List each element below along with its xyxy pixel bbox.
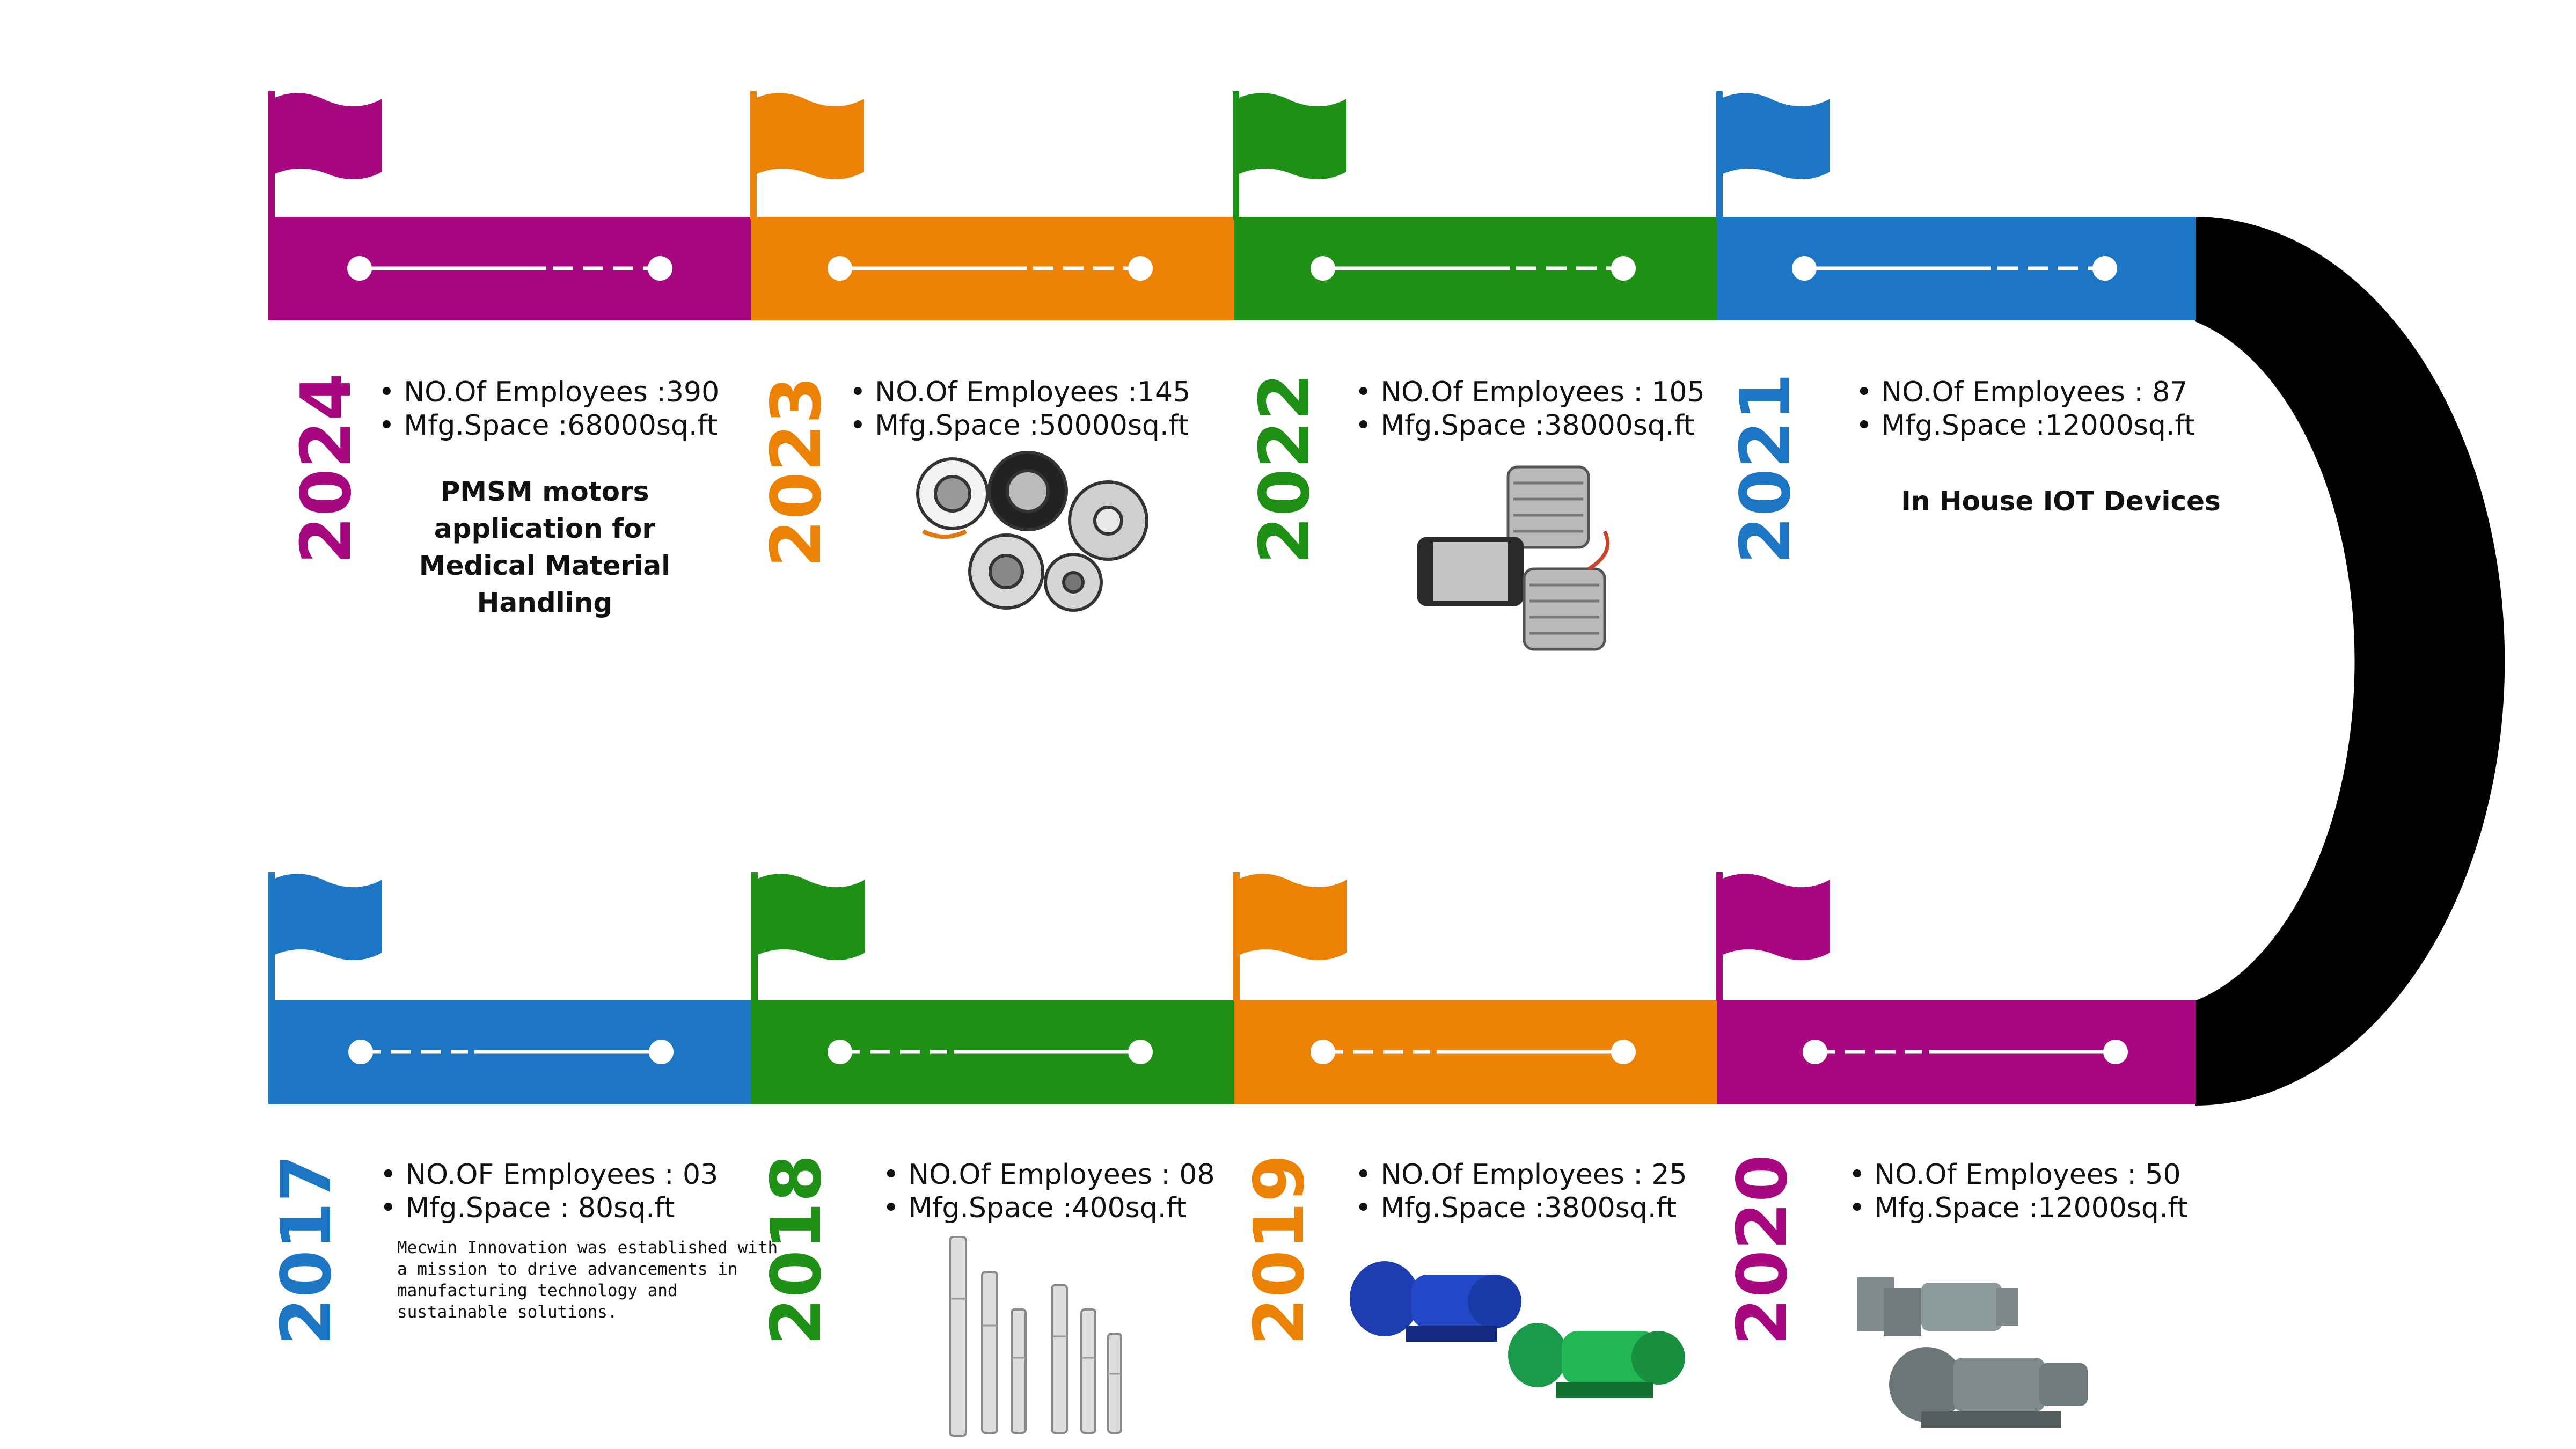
track-line-icon — [348, 1040, 674, 1064]
monoblock-pumps-image — [1350, 1261, 1685, 1398]
milestone-note: In House IOT Devices — [1901, 486, 2221, 517]
employees-count: NO.Of Employees : 50 — [1849, 1158, 2188, 1191]
hub-motors-image — [916, 451, 1148, 612]
mfg-space: Mfg.Space :38000sq.ft — [1355, 409, 1705, 442]
employees-count: NO.OF Employees : 03 — [380, 1158, 718, 1191]
year-label: 2024 — [287, 372, 367, 565]
track-line-icon — [1311, 1040, 1636, 1064]
year-label: 2022 — [1245, 372, 1325, 565]
milestone-note: Mecwin Innovation was established with a… — [397, 1238, 778, 1322]
flag-icon — [268, 872, 382, 1001]
flag-icon — [1233, 872, 1347, 1001]
flag-icon — [1716, 91, 1830, 220]
centrifugal-pumps-image — [1857, 1277, 2088, 1428]
track-line-icon — [1803, 1040, 2128, 1064]
mfg-space: Mfg.Space :12000sq.ft — [1849, 1191, 2188, 1225]
year-label: 2023 — [757, 376, 837, 568]
flag-icon — [268, 91, 382, 220]
flag-icon — [751, 872, 865, 1001]
stats-list: NO.Of Employees : 87 Mfg.Space :12000sq.… — [1856, 376, 2195, 442]
stats-list: NO.Of Employees : 105 Mfg.Space :38000sq… — [1355, 376, 1705, 442]
connector-arc-shape — [2195, 217, 2505, 1106]
flag-icon — [1233, 91, 1346, 220]
year-label: 2019 — [1240, 1154, 1320, 1346]
flag-icon — [750, 91, 864, 220]
stats-list: NO.Of Employees :145 Mfg.Space :50000sq.… — [850, 376, 1190, 442]
year-label: 2018 — [757, 1154, 837, 1346]
employees-count: NO.Of Employees :145 — [850, 376, 1190, 409]
year-label: 2021 — [1726, 372, 1806, 565]
employees-count: NO.Of Employees :390 — [378, 376, 719, 409]
track-line-icon — [1792, 256, 2117, 281]
milestone-note: PMSM motors application for Medical Mate… — [419, 476, 671, 618]
stats-list: NO.OF Employees : 03 Mfg.Space : 80sq.ft — [380, 1158, 718, 1225]
employees-count: NO.Of Employees : 105 — [1355, 376, 1704, 409]
mfg-space: Mfg.Space :12000sq.ft — [1856, 409, 2195, 442]
track-line-icon — [828, 1040, 1153, 1064]
stats-list: NO.Of Employees : 50 Mfg.Space :12000sq.… — [1849, 1158, 2188, 1225]
employees-count: NO.Of Employees : 08 — [883, 1158, 1214, 1191]
mfg-space: Mfg.Space :50000sq.ft — [850, 409, 1190, 442]
mfg-space: Mfg.Space : 80sq.ft — [380, 1191, 718, 1225]
stats-list: NO.Of Employees : 25 Mfg.Space :3800sq.f… — [1355, 1158, 1687, 1225]
employees-count: NO.Of Employees : 87 — [1856, 376, 2195, 409]
track-line-icon — [347, 256, 672, 281]
employees-count: NO.Of Employees : 25 — [1355, 1158, 1687, 1191]
bldc-motors-image — [1417, 465, 1610, 651]
track-line-icon — [1311, 256, 1636, 281]
track-line-icon — [828, 256, 1153, 281]
stats-list: NO.Of Employees :390 Mfg.Space :68000sq.… — [378, 376, 719, 442]
year-label: 2017 — [267, 1154, 347, 1346]
year-label: 2020 — [1723, 1154, 1803, 1346]
submersible-pumps-image — [949, 1236, 1122, 1437]
flag-icon — [1716, 872, 1830, 1001]
mfg-space: Mfg.Space :68000sq.ft — [378, 409, 719, 442]
mfg-space: Mfg.Space :400sq.ft — [883, 1191, 1215, 1225]
stats-list: NO.Of Employees : 08 Mfg.Space :400sq.ft — [883, 1158, 1215, 1225]
mfg-space: Mfg.Space :3800sq.ft — [1355, 1191, 1687, 1225]
